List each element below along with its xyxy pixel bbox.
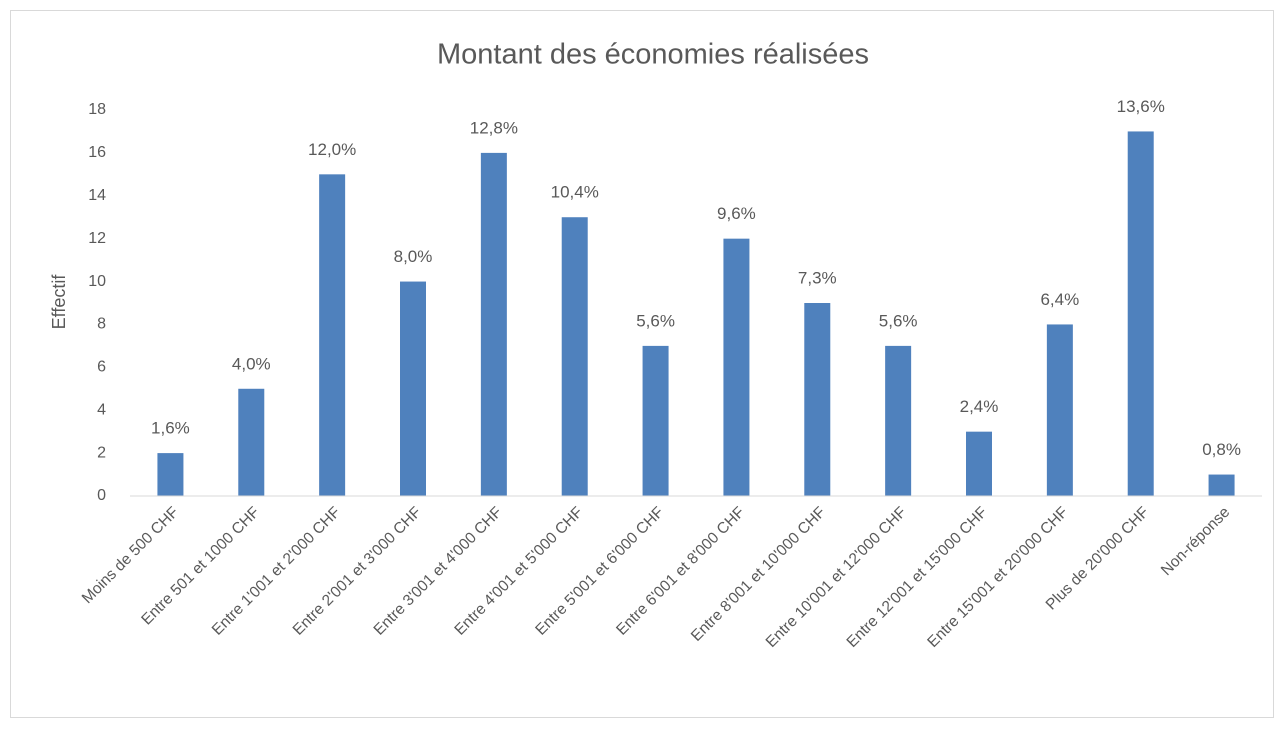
- y-axis-label: Effectif: [49, 274, 69, 330]
- y-tick-label: 4: [97, 401, 106, 418]
- data-label: 6,4%: [1040, 290, 1079, 309]
- bar: [480, 152, 507, 496]
- data-label: 13,6%: [1117, 97, 1165, 116]
- bar: [1046, 324, 1073, 496]
- y-tick-label: 12: [88, 230, 106, 247]
- y-tick-label: 0: [97, 487, 106, 504]
- y-tick-label: 8: [97, 316, 106, 333]
- data-label: 10,4%: [551, 183, 599, 202]
- data-label: 0,8%: [1202, 440, 1241, 459]
- data-label: 2,4%: [960, 397, 999, 416]
- bar: [1127, 131, 1154, 496]
- bar: [642, 345, 669, 496]
- y-tick-label: 16: [88, 144, 106, 161]
- y-tick-label: 6: [97, 359, 106, 376]
- bar: [561, 217, 588, 496]
- bar: [885, 345, 912, 496]
- bar: [157, 453, 184, 496]
- bar: [723, 238, 750, 496]
- y-tick-label: 2: [97, 444, 106, 461]
- y-tick-label: 14: [88, 187, 106, 204]
- data-label: 7,3%: [798, 268, 837, 287]
- bar: [400, 281, 426, 496]
- bar: [1208, 474, 1235, 496]
- data-label: 5,6%: [636, 311, 675, 330]
- y-tick-label: 18: [88, 101, 106, 118]
- data-label: 5,6%: [879, 311, 918, 330]
- bar: [966, 431, 992, 496]
- chart-title: Montant des économies réalisées: [437, 39, 869, 71]
- bar: [319, 174, 346, 497]
- data-label: 8,0%: [394, 247, 433, 266]
- y-tick-label: 10: [88, 273, 106, 290]
- data-label: 4,0%: [232, 354, 271, 373]
- data-label: 12,0%: [308, 140, 356, 159]
- bar: [238, 388, 265, 496]
- bar: [804, 303, 831, 496]
- data-label: 12,8%: [470, 118, 518, 137]
- data-label: 1,6%: [151, 419, 190, 438]
- data-label: 9,6%: [717, 204, 756, 223]
